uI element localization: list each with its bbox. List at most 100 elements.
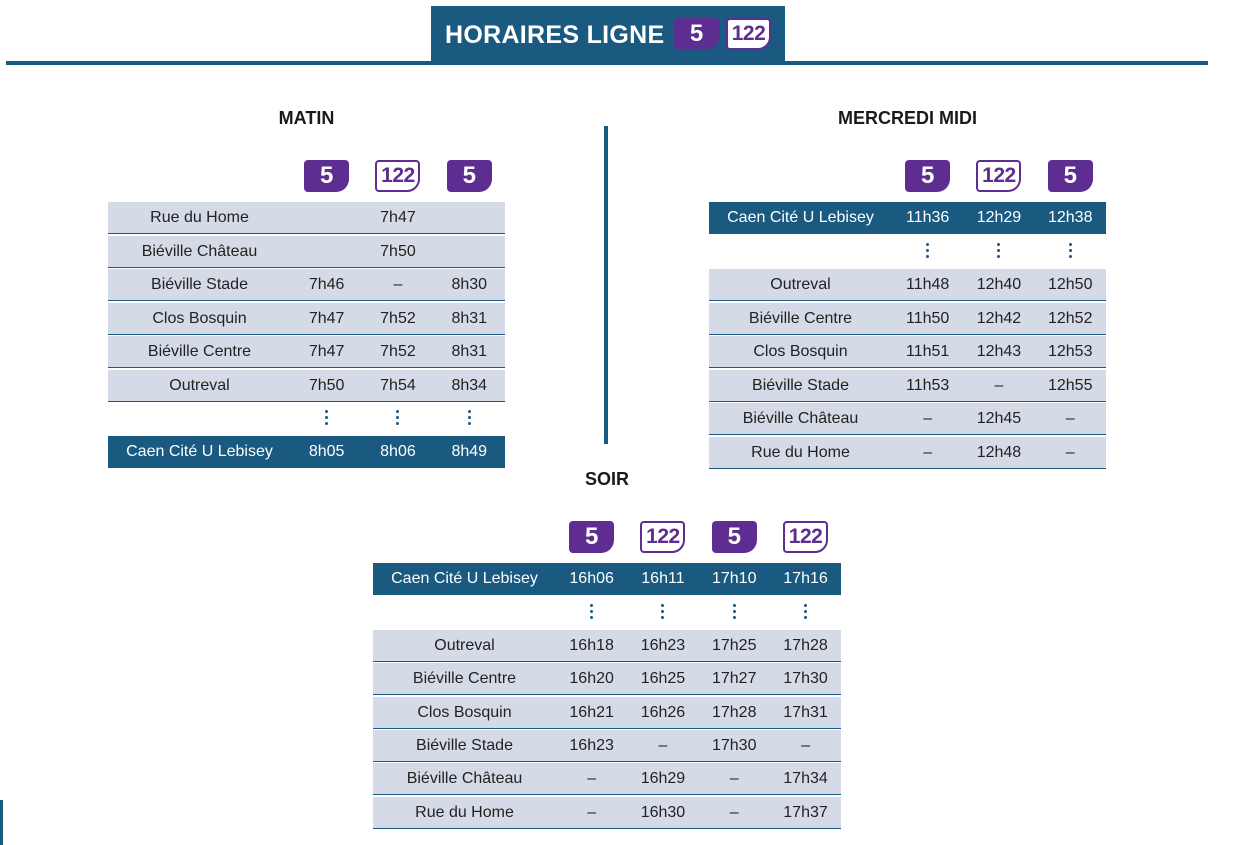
departure-time: – bbox=[1065, 410, 1075, 427]
stop-name: Caen Cité U Lebisey bbox=[727, 209, 874, 226]
departure-time: – bbox=[801, 736, 810, 754]
table-row: Biéville Centre 11h50 12h42 12h52 bbox=[709, 302, 1106, 335]
departure-time: 12h40 bbox=[976, 276, 1022, 293]
stop-name: Biéville Château bbox=[406, 770, 523, 788]
table-row: Biéville Château – 12h45 – bbox=[709, 403, 1106, 435]
line-5-badge: 5 bbox=[1047, 160, 1093, 192]
departure-time bbox=[291, 202, 362, 234]
table-row: Biéville Stade 7h46 – 8h30 bbox=[108, 269, 505, 301]
departure-time: 12h43 bbox=[976, 343, 1022, 360]
table-row: Outreval 7h50 7h54 8h34 bbox=[108, 369, 505, 402]
continuation-dots bbox=[661, 604, 665, 622]
stop-name: Biéville Centre bbox=[748, 309, 853, 327]
departure-time: 12h50 bbox=[1047, 276, 1093, 293]
terminus-row: Caen Cité U Lebisey 8h05 8h06 8h49 bbox=[108, 436, 505, 468]
departure-time: 7h54 bbox=[380, 376, 416, 394]
departure-time: 7h47 bbox=[308, 309, 345, 327]
departure-time: – bbox=[587, 770, 597, 788]
departure-time: 7h46 bbox=[308, 276, 345, 293]
table-row: Biéville Stade 11h53 – 12h55 bbox=[709, 369, 1106, 402]
continuation-dots bbox=[1068, 243, 1073, 261]
departure-time: 8h31 bbox=[451, 343, 488, 360]
stop-name: Biéville Stade bbox=[151, 276, 248, 293]
departure-time: 11h51 bbox=[905, 343, 950, 360]
departure-time: 11h36 bbox=[905, 209, 950, 226]
continuation-dots bbox=[804, 604, 808, 622]
departure-time bbox=[434, 236, 505, 268]
line-5-badge: 5 bbox=[711, 521, 757, 553]
continuation-dots bbox=[325, 410, 329, 428]
departure-time: – bbox=[1065, 443, 1075, 461]
stop-name: Outreval bbox=[169, 376, 230, 394]
table-row: Clos Bosquin 7h47 7h52 8h31 bbox=[108, 302, 505, 335]
departure-time: 16h11 bbox=[641, 570, 685, 587]
departure-time: 17h37 bbox=[783, 803, 828, 821]
table-row: Biéville Château 7h50 bbox=[108, 235, 505, 268]
departure-time: 17h28 bbox=[783, 637, 828, 654]
departure-time: 16h21 bbox=[569, 703, 614, 721]
continuation-dots bbox=[926, 243, 930, 261]
stop-name: Clos Bosquin bbox=[417, 703, 512, 721]
departure-time: 12h29 bbox=[976, 209, 1022, 226]
stop-name: Biéville Centre bbox=[412, 670, 517, 688]
departure-time: 11h48 bbox=[905, 276, 950, 293]
departure-time bbox=[291, 236, 362, 268]
departure-time: – bbox=[587, 803, 597, 821]
line-122-badge: 122 bbox=[976, 160, 1022, 192]
table-row: Biéville Centre 7h47 7h52 8h31 bbox=[108, 336, 505, 368]
departure-time: – bbox=[729, 803, 739, 821]
departure-time: 12h38 bbox=[1047, 209, 1093, 226]
stop-name: Rue du Home bbox=[150, 209, 249, 226]
departure-time bbox=[434, 202, 505, 234]
stop-name: Biéville Centre bbox=[147, 343, 252, 360]
stop-name: Biéville Stade bbox=[416, 736, 513, 754]
continuation-dots bbox=[590, 604, 594, 622]
table-row: Biéville Château – 16h29 – 17h34 bbox=[373, 763, 841, 796]
departure-time: – bbox=[994, 376, 1004, 394]
terminus-row: Caen Cité U Lebisey 16h06 16h11 17h10 17h16 bbox=[373, 563, 841, 595]
stop-name: Caen Cité U Lebisey bbox=[391, 570, 538, 587]
departure-time: 16h25 bbox=[640, 670, 686, 688]
departure-time: 11h50 bbox=[905, 309, 950, 327]
departure-time: 17h10 bbox=[711, 570, 757, 587]
departure-time: 17h25 bbox=[711, 637, 757, 654]
departure-time: 11h53 bbox=[905, 376, 950, 394]
stop-name: Clos Bosquin bbox=[152, 309, 247, 327]
line-5-badge: 5 bbox=[674, 18, 719, 50]
departure-time: 8h34 bbox=[451, 376, 488, 394]
departure-time: 7h52 bbox=[380, 309, 416, 327]
table-row: Clos Bosquin 16h21 16h26 17h28 17h31 bbox=[373, 696, 841, 729]
column-separator bbox=[604, 126, 608, 444]
line-5-badge: 5 bbox=[446, 160, 492, 192]
departure-time: 17h16 bbox=[783, 570, 828, 587]
stop-name: Outreval bbox=[770, 276, 831, 293]
departure-time: 7h50 bbox=[380, 242, 416, 260]
page-header: HORAIRES LIGNE 5 122 bbox=[431, 6, 785, 62]
departure-time: 17h28 bbox=[711, 703, 757, 721]
stop-name: Biéville Stade bbox=[752, 376, 849, 394]
departure-time: 8h05 bbox=[308, 443, 345, 460]
departure-time: 7h47 bbox=[380, 209, 416, 226]
departure-time: 7h47 bbox=[308, 343, 345, 360]
line-5-badge: 5 bbox=[905, 160, 951, 192]
departure-time: 17h30 bbox=[783, 670, 828, 688]
continuation-dots bbox=[997, 243, 1001, 261]
departure-time: 16h30 bbox=[640, 803, 686, 821]
departure-time: – bbox=[658, 736, 668, 754]
left-edge-mark bbox=[0, 800, 3, 845]
departure-time: – bbox=[923, 410, 933, 427]
line-5-badge: 5 bbox=[569, 521, 615, 553]
stop-name: Biéville Château bbox=[141, 242, 258, 260]
stop-name: Biéville Château bbox=[742, 410, 859, 427]
stop-name: Rue du Home bbox=[415, 803, 514, 821]
departure-time: 16h23 bbox=[569, 736, 614, 754]
continuation-dots bbox=[467, 410, 472, 428]
line-122-badge: 122 bbox=[783, 521, 829, 553]
stop-name: Caen Cité U Lebisey bbox=[126, 443, 273, 460]
continuation-dots bbox=[396, 410, 400, 428]
departure-time: 7h52 bbox=[380, 343, 416, 360]
mercredi-title: MERCREDI MIDI bbox=[838, 108, 977, 128]
table-row: Biéville Centre 16h20 16h25 17h27 17h30 bbox=[373, 663, 841, 696]
departure-time: 17h27 bbox=[711, 670, 757, 688]
stop-name: Outreval bbox=[434, 637, 495, 654]
